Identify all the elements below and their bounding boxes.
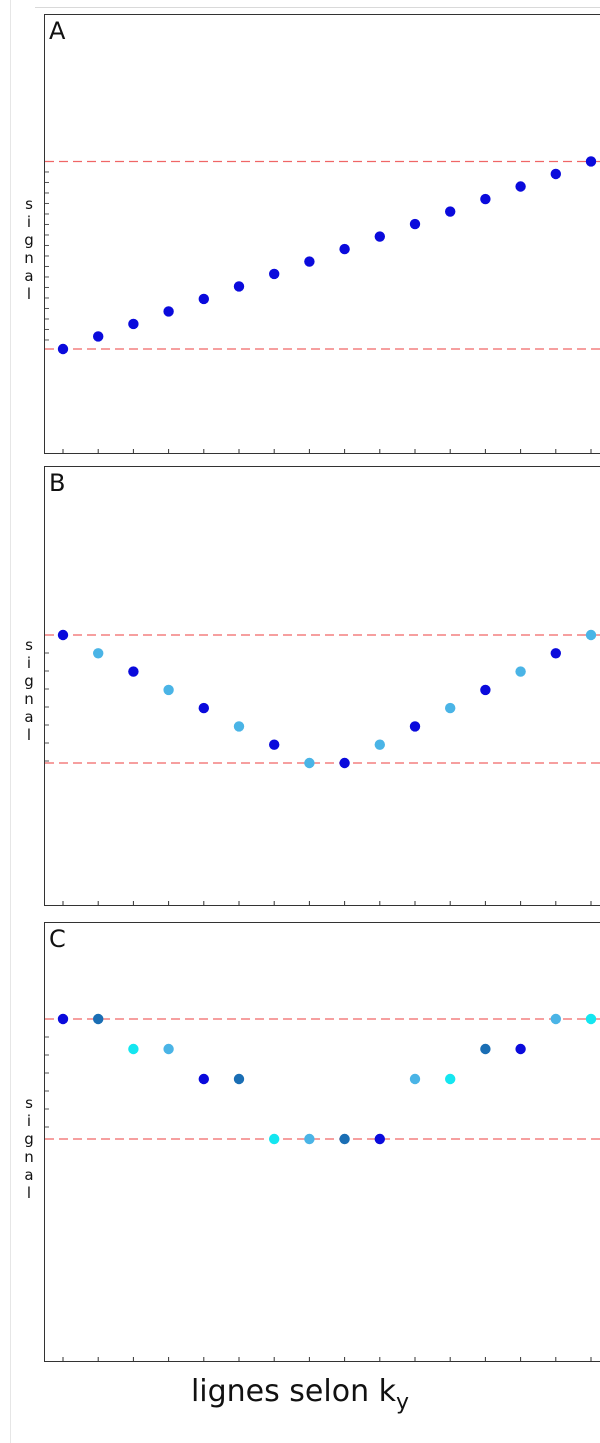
panel-label-a: A	[49, 17, 66, 45]
data-point	[515, 666, 526, 677]
data-point	[128, 1043, 139, 1055]
data-point	[93, 331, 104, 342]
data-point	[304, 1133, 315, 1145]
y-axis-label-letter: n	[24, 249, 34, 267]
y-axis-label-letter: i	[26, 213, 32, 231]
data-point	[515, 181, 526, 192]
y-axis-label-letter: a	[24, 267, 34, 285]
data-point	[374, 739, 385, 750]
panel-label-b: B	[49, 469, 66, 497]
data-point	[585, 629, 597, 641]
y-axis-label-letter: l	[26, 726, 32, 744]
data-point	[480, 1043, 491, 1055]
data-point	[304, 757, 315, 769]
top-divider	[35, 7, 600, 8]
data-point	[269, 739, 280, 750]
y-axis-label-letter: n	[24, 690, 34, 708]
data-point	[163, 1043, 174, 1055]
y-axis-label-letter: n	[24, 1148, 34, 1166]
data-point	[585, 1013, 597, 1025]
y-axis-label-letter: i	[26, 654, 32, 672]
y-axis-label-letter: s	[25, 1094, 33, 1112]
data-point	[304, 256, 315, 267]
data-point	[233, 281, 245, 292]
data-point	[515, 1043, 526, 1055]
y-axis-label-letter: g	[24, 672, 34, 690]
chart-panel-b: B	[44, 466, 600, 906]
y-axis-label-letter: l	[26, 1184, 32, 1202]
data-point	[233, 721, 245, 732]
data-point	[57, 343, 69, 355]
data-point	[339, 243, 350, 255]
data-point	[233, 1073, 245, 1085]
page-divider	[10, 0, 11, 1443]
data-point	[93, 648, 104, 659]
data-point	[445, 702, 456, 714]
data-point	[269, 1133, 280, 1145]
data-point	[445, 206, 456, 217]
y-axis-label-letter: a	[24, 1166, 34, 1184]
chart-panel-a: A	[44, 14, 600, 454]
y-axis-label-letter: g	[24, 1130, 34, 1148]
data-point	[480, 684, 491, 696]
y-axis-label-letter: a	[24, 708, 34, 726]
data-point	[198, 293, 209, 305]
data-point	[198, 1073, 209, 1085]
data-point	[585, 156, 597, 167]
data-point	[374, 1133, 385, 1145]
chart-panel-c: C	[44, 922, 600, 1362]
data-point	[128, 318, 139, 330]
chart-a-plot	[45, 156, 600, 453]
data-point	[57, 1013, 69, 1025]
data-point	[409, 1073, 421, 1085]
y-axis-label-letter: l	[26, 285, 32, 303]
data-point	[374, 231, 385, 242]
x-axis-label: lignes selon ky	[0, 1374, 600, 1415]
data-point	[409, 721, 421, 732]
data-point	[550, 1013, 561, 1025]
chart-c-plot	[45, 1013, 600, 1361]
y-axis-label-letter: g	[24, 231, 34, 249]
y-axis-label-letter: s	[25, 195, 33, 213]
data-point	[550, 648, 561, 659]
chart-b-plot	[45, 629, 600, 905]
data-point	[480, 193, 491, 205]
data-point	[339, 1133, 350, 1145]
data-point	[550, 168, 561, 180]
data-point	[409, 218, 421, 230]
data-point	[93, 1013, 104, 1025]
data-point	[198, 702, 209, 714]
x-axis-label-subscript: y	[396, 1390, 410, 1415]
data-point	[163, 306, 174, 317]
x-axis-label-main: lignes selon k	[190, 1374, 397, 1409]
y-axis-label-letter: i	[26, 1112, 32, 1130]
data-point	[57, 629, 69, 641]
data-point	[269, 268, 280, 280]
data-point	[445, 1073, 456, 1085]
y-axis-label-letter: s	[25, 636, 33, 654]
data-point	[128, 666, 139, 677]
panel-label-c: C	[49, 925, 66, 953]
data-point	[339, 757, 350, 769]
data-point	[163, 684, 174, 696]
